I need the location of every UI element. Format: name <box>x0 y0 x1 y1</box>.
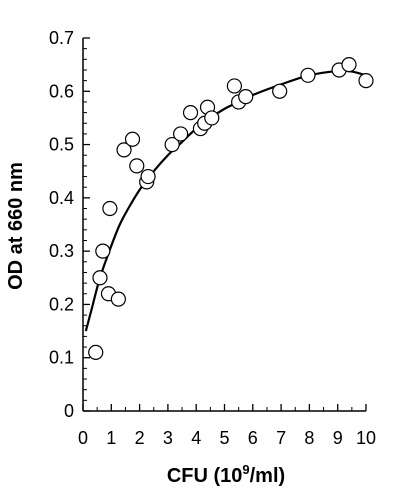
data-point <box>341 57 357 73</box>
data-point <box>204 110 220 126</box>
y-tick-label: 0.1 <box>49 348 74 368</box>
x-tick-label: 6 <box>248 428 258 448</box>
data-point <box>358 73 374 89</box>
y-axis-title: OD at 660 nm <box>5 162 27 290</box>
x-tick-label: 3 <box>163 428 173 448</box>
x-tick-label: 5 <box>219 428 229 448</box>
data-point <box>226 78 243 94</box>
data-point <box>173 126 189 142</box>
x-tick-label: 0 <box>78 428 88 448</box>
x-axis-title-tail: /ml) <box>250 465 286 487</box>
x-tick-label: 7 <box>276 428 286 448</box>
data-point <box>88 344 104 360</box>
ticks: 00.10.20.30.40.50.60.70 1 2 3 4 5 6 7 8 9 10 <box>49 28 376 448</box>
data-point <box>140 168 156 185</box>
data-points <box>88 57 374 360</box>
x-tick-label: 2 <box>135 428 145 448</box>
y-tick-label: 0.4 <box>49 188 74 208</box>
y-tick-label: 0.5 <box>49 135 74 155</box>
x-tick-label: 8 <box>304 428 314 448</box>
x-tick-label: 10 <box>356 428 376 448</box>
x-axis-title-exponent: 9 <box>242 462 249 477</box>
data-point <box>300 67 316 83</box>
data-point <box>272 83 288 99</box>
fit-curve-line <box>84 69 367 332</box>
axes <box>82 38 366 412</box>
data-point <box>92 270 108 286</box>
data-point <box>95 243 111 259</box>
data-point <box>164 136 180 153</box>
data-point <box>238 89 254 105</box>
data-point <box>116 142 132 158</box>
x-tick-label: 1 <box>106 428 116 448</box>
data-point <box>102 200 118 217</box>
data-point <box>182 104 199 121</box>
data-point <box>110 291 126 307</box>
x-axis-title: CFU (109/ml) <box>167 462 285 487</box>
data-point <box>129 158 145 174</box>
x-tick-label: 9 <box>333 428 343 448</box>
fit-curve-group <box>84 69 367 332</box>
y-tick-label: 0.6 <box>49 81 74 101</box>
y-tick-label: 0 <box>64 401 74 421</box>
data-point <box>124 131 141 147</box>
y-tick-label: 0.2 <box>49 294 74 314</box>
x-axis-title-main: CFU (10 <box>167 465 243 487</box>
x-tick-label: 4 <box>191 428 201 448</box>
y-tick-label: 0.7 <box>49 28 74 48</box>
y-tick-label: 0.3 <box>49 241 74 261</box>
